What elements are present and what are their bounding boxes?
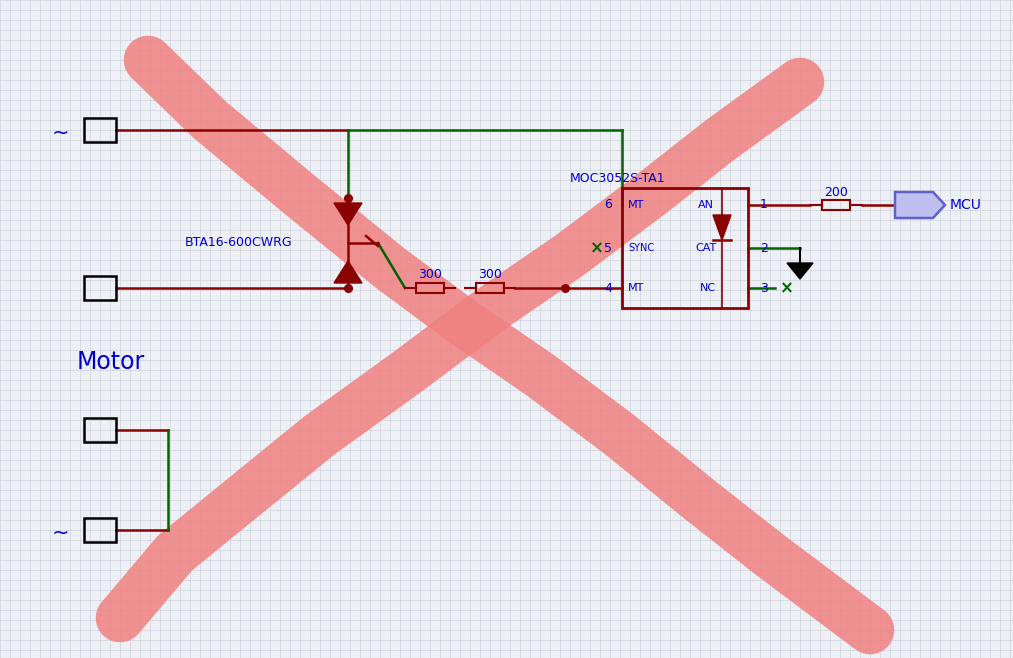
Text: ~: ~	[52, 523, 69, 543]
Text: ×: ×	[780, 279, 794, 297]
Bar	[84, 518, 116, 542]
Polygon shape	[713, 215, 731, 240]
Text: MT: MT	[628, 200, 644, 210]
Text: NC: NC	[700, 283, 716, 293]
Text: AN: AN	[698, 200, 714, 210]
Text: MT: MT	[628, 283, 644, 293]
Text: BTA16-600CWRG: BTA16-600CWRG	[185, 236, 293, 249]
Text: CAT: CAT	[695, 243, 716, 253]
Text: ~: ~	[52, 123, 69, 143]
Bar	[416, 283, 444, 293]
Text: 6: 6	[604, 199, 612, 211]
Text: ×: ×	[590, 239, 604, 257]
Bar	[84, 418, 116, 442]
Bar	[476, 283, 503, 293]
Text: Motor: Motor	[77, 350, 145, 374]
Text: MOC3052S-TA1: MOC3052S-TA1	[570, 172, 666, 184]
Text: 200: 200	[824, 186, 848, 199]
Polygon shape	[334, 203, 362, 225]
Text: 300: 300	[478, 268, 501, 282]
Text: 300: 300	[418, 268, 442, 282]
Bar	[822, 200, 850, 210]
Bar	[622, 188, 748, 308]
Polygon shape	[334, 261, 362, 283]
Bar	[84, 118, 116, 142]
Text: MCU: MCU	[950, 198, 982, 212]
Text: SYNC: SYNC	[628, 243, 654, 253]
Polygon shape	[895, 192, 945, 218]
Bar	[84, 276, 116, 300]
Text: 1: 1	[760, 199, 768, 211]
Text: 3: 3	[760, 282, 768, 295]
Text: 4: 4	[604, 282, 612, 295]
Polygon shape	[787, 263, 813, 279]
Text: 2: 2	[760, 241, 768, 255]
Text: 5: 5	[604, 241, 612, 255]
